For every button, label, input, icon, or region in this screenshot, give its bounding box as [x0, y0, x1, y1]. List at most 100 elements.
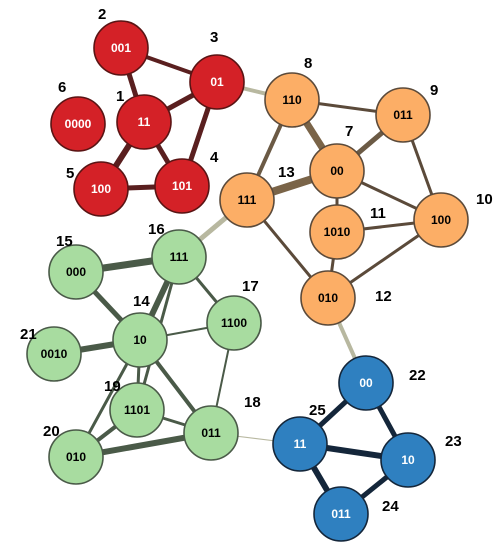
- node-circle-7: [309, 143, 365, 199]
- node-id-10: 10: [476, 191, 493, 208]
- node-id-24: 24: [382, 498, 399, 515]
- node-23: 10: [380, 432, 436, 488]
- node-id-6: 6: [58, 79, 66, 96]
- node-circle-16: [151, 229, 207, 285]
- node-circle-2: [93, 20, 149, 76]
- node-id-8: 8: [304, 55, 312, 72]
- node-circle-12: [300, 270, 356, 326]
- node-7: 00: [309, 143, 365, 199]
- node-16: 111: [151, 229, 207, 285]
- node-label-11: 1010: [324, 225, 351, 239]
- node-id-1: 1: [116, 88, 124, 105]
- node-12: 010: [300, 270, 356, 326]
- node-label-22: 00: [359, 376, 373, 390]
- node-21: 0010: [26, 326, 82, 382]
- node-label-6: 0000: [65, 117, 92, 131]
- node-label-2: 001: [111, 41, 131, 55]
- node-id-18: 18: [244, 394, 261, 411]
- node-id-12: 12: [375, 288, 392, 305]
- node-circle-21: [26, 326, 82, 382]
- node-8: 110: [264, 72, 320, 128]
- node-label-10: 100: [431, 213, 451, 227]
- node-id-7: 7: [345, 123, 353, 140]
- node-label-3: 01: [210, 75, 224, 89]
- node-circle-4: [154, 158, 210, 214]
- node-id-3: 3: [210, 29, 218, 46]
- node-circle-9: [375, 87, 431, 143]
- node-2: 001: [93, 20, 149, 76]
- node-13: 111: [219, 172, 275, 228]
- node-11: 1010: [309, 204, 365, 260]
- node-id-22: 22: [409, 367, 426, 384]
- node-circle-3: [189, 54, 245, 110]
- node-id-9: 9: [430, 82, 438, 99]
- node-6: 0000: [50, 96, 106, 152]
- node-label-20: 010: [66, 450, 86, 464]
- node-id-17: 17: [242, 278, 259, 295]
- node-circle-19: [109, 382, 165, 438]
- node-label-12: 010: [318, 291, 338, 305]
- node-5: 100: [73, 161, 129, 217]
- node-10: 100: [413, 192, 469, 248]
- node-24: 011: [313, 486, 369, 542]
- node-id-16: 16: [148, 221, 165, 238]
- node-label-19: 1101: [124, 403, 150, 417]
- node-17: 1100: [206, 295, 262, 351]
- node-circle-5: [73, 161, 129, 217]
- node-circle-24: [313, 486, 369, 542]
- node-id-11: 11: [370, 205, 386, 222]
- node-20: 010: [48, 429, 104, 485]
- node-label-14: 10: [133, 333, 147, 347]
- node-4: 101: [154, 158, 210, 214]
- node-circle-8: [264, 72, 320, 128]
- node-circle-25: [272, 416, 328, 472]
- node-label-25: 11: [294, 437, 307, 451]
- node-id-25: 25: [309, 402, 326, 419]
- node-circle-23: [380, 432, 436, 488]
- node-circle-13: [219, 172, 275, 228]
- node-id-13: 13: [278, 164, 295, 181]
- node-id-23: 23: [445, 433, 462, 450]
- node-circle-10: [413, 192, 469, 248]
- node-id-19: 19: [104, 378, 121, 395]
- node-25: 11: [272, 416, 328, 472]
- node-circle-17: [206, 295, 262, 351]
- node-circle-14: [112, 312, 168, 368]
- node-circle-15: [48, 244, 104, 300]
- node-3: 01: [189, 54, 245, 110]
- nodes-layer: 1100101101100000000110011100101001011110…: [26, 20, 469, 542]
- node-circle-1: [116, 94, 172, 150]
- node-circle-6: [50, 96, 106, 152]
- node-label-18: 011: [201, 426, 221, 440]
- node-label-17: 1100: [221, 316, 247, 330]
- node-19: 1101: [109, 382, 165, 438]
- node-label-15: 000: [66, 265, 86, 279]
- node-15: 000: [48, 244, 104, 300]
- node-id-4: 4: [210, 149, 219, 166]
- node-label-16: 111: [170, 250, 189, 264]
- node-label-1: 11: [138, 115, 151, 129]
- node-circle-22: [338, 355, 394, 411]
- node-id-20: 20: [43, 423, 60, 440]
- node-9: 011: [375, 87, 431, 143]
- node-22: 00: [338, 355, 394, 411]
- node-id-layer: 1234567891011121314151617181920212223242…: [20, 6, 493, 515]
- node-label-5: 100: [91, 182, 111, 196]
- node-label-21: 0010: [41, 347, 68, 361]
- node-14: 10: [112, 312, 168, 368]
- node-label-7: 00: [330, 164, 344, 178]
- node-id-15: 15: [56, 233, 73, 250]
- node-label-24: 011: [331, 507, 351, 521]
- node-label-4: 101: [172, 179, 192, 193]
- node-circle-20: [48, 429, 104, 485]
- node-18: 011: [183, 405, 239, 461]
- node-id-2: 2: [98, 6, 106, 23]
- node-id-5: 5: [66, 165, 74, 182]
- node-id-14: 14: [133, 293, 150, 310]
- node-circle-18: [183, 405, 239, 461]
- node-circle-11: [309, 204, 365, 260]
- node-id-21: 21: [20, 326, 37, 343]
- node-label-8: 110: [282, 93, 302, 107]
- node-label-23: 10: [401, 453, 415, 467]
